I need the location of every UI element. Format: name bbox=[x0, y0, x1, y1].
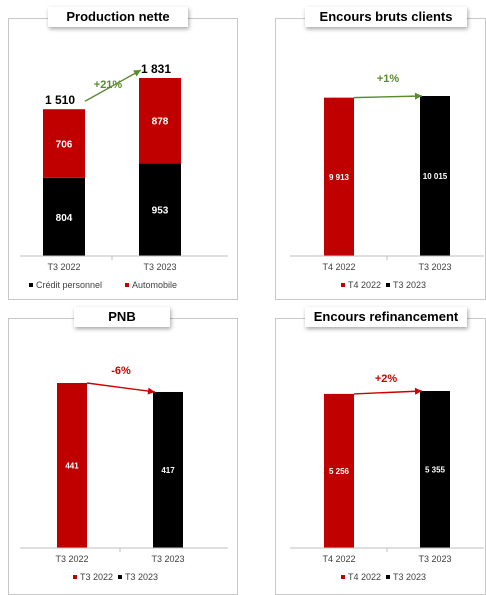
legend-swatch bbox=[118, 575, 122, 579]
legend-label: T3 2022 bbox=[80, 572, 113, 582]
data-label: 953 bbox=[152, 206, 169, 217]
change-arrow-head bbox=[133, 70, 141, 77]
legend-swatch bbox=[29, 283, 33, 287]
bar-automobile-0 bbox=[43, 109, 85, 178]
chart-title-encours-refinancement: Encours refinancement bbox=[305, 307, 467, 327]
legend-label: Automobile bbox=[132, 280, 177, 290]
data-label: 706 bbox=[56, 140, 73, 151]
legend-label: Crédit personnel bbox=[36, 280, 102, 290]
chart-panel-pnb bbox=[8, 318, 238, 595]
legend-swatch bbox=[386, 575, 390, 579]
data-label: 9 913 bbox=[329, 173, 350, 182]
legend-swatch bbox=[341, 575, 345, 579]
legend-swatch bbox=[341, 283, 345, 287]
bar-1 bbox=[420, 391, 450, 548]
bar-cr-dit-personnel-1 bbox=[139, 163, 181, 256]
legend-label: T4 2022 bbox=[348, 280, 381, 290]
chart-title-pnb: PNB bbox=[74, 307, 170, 327]
bar-0 bbox=[324, 97, 354, 257]
data-label: 5 256 bbox=[329, 467, 350, 476]
bar-cr-dit-personnel-0 bbox=[43, 177, 85, 256]
change-arrow-head bbox=[414, 387, 422, 395]
change-label: +1% bbox=[377, 73, 400, 85]
tick-label: T3 2023 bbox=[151, 554, 184, 564]
legend-swatch bbox=[125, 283, 129, 287]
chart-panel-encours-refinancement bbox=[275, 318, 486, 595]
change-label: +21% bbox=[94, 79, 123, 91]
change-arrow-head bbox=[147, 387, 155, 395]
tick-label: T3 2022 bbox=[55, 554, 88, 564]
bar-0 bbox=[57, 383, 87, 548]
chart-title-production-nette: Production nette bbox=[48, 7, 188, 27]
tick-label: T3 2022 bbox=[47, 262, 80, 272]
bar-automobile-1 bbox=[139, 78, 181, 164]
bar-1 bbox=[420, 96, 450, 256]
total-label: 1 831 bbox=[141, 62, 171, 76]
chart-panel-encours-bruts-clients bbox=[275, 18, 486, 300]
data-label: 10 015 bbox=[423, 172, 448, 181]
tick-label: T4 2022 bbox=[322, 554, 355, 564]
bar-0 bbox=[324, 393, 354, 548]
legend-label: T3 2023 bbox=[393, 280, 426, 290]
tick-label: T3 2023 bbox=[143, 262, 176, 272]
change-arrow-head bbox=[414, 92, 422, 100]
tick-label: T3 2023 bbox=[418, 554, 451, 564]
legend-label: T4 2022 bbox=[348, 572, 381, 582]
change-arrow-line bbox=[84, 69, 142, 102]
tick-label: T4 2022 bbox=[322, 262, 355, 272]
data-label: 5 355 bbox=[425, 466, 446, 475]
change-label: +2% bbox=[375, 373, 398, 385]
data-label: 417 bbox=[161, 466, 175, 475]
change-arrow-line bbox=[353, 390, 423, 395]
change-arrow-line bbox=[353, 95, 423, 99]
change-label: -6% bbox=[111, 365, 131, 377]
legend-swatch bbox=[73, 575, 77, 579]
legend-label: T3 2023 bbox=[125, 572, 158, 582]
data-label: 441 bbox=[65, 462, 79, 471]
legend-swatch bbox=[386, 283, 390, 287]
legend-label: T3 2023 bbox=[393, 572, 426, 582]
total-label: 1 510 bbox=[45, 93, 75, 107]
change-arrow-line bbox=[86, 382, 156, 393]
chart-title-encours-bruts-clients: Encours bruts clients bbox=[305, 7, 467, 27]
tick-label: T3 2023 bbox=[418, 262, 451, 272]
data-label: 804 bbox=[56, 213, 73, 224]
data-label: 878 bbox=[152, 117, 169, 128]
bar-1 bbox=[153, 391, 183, 548]
